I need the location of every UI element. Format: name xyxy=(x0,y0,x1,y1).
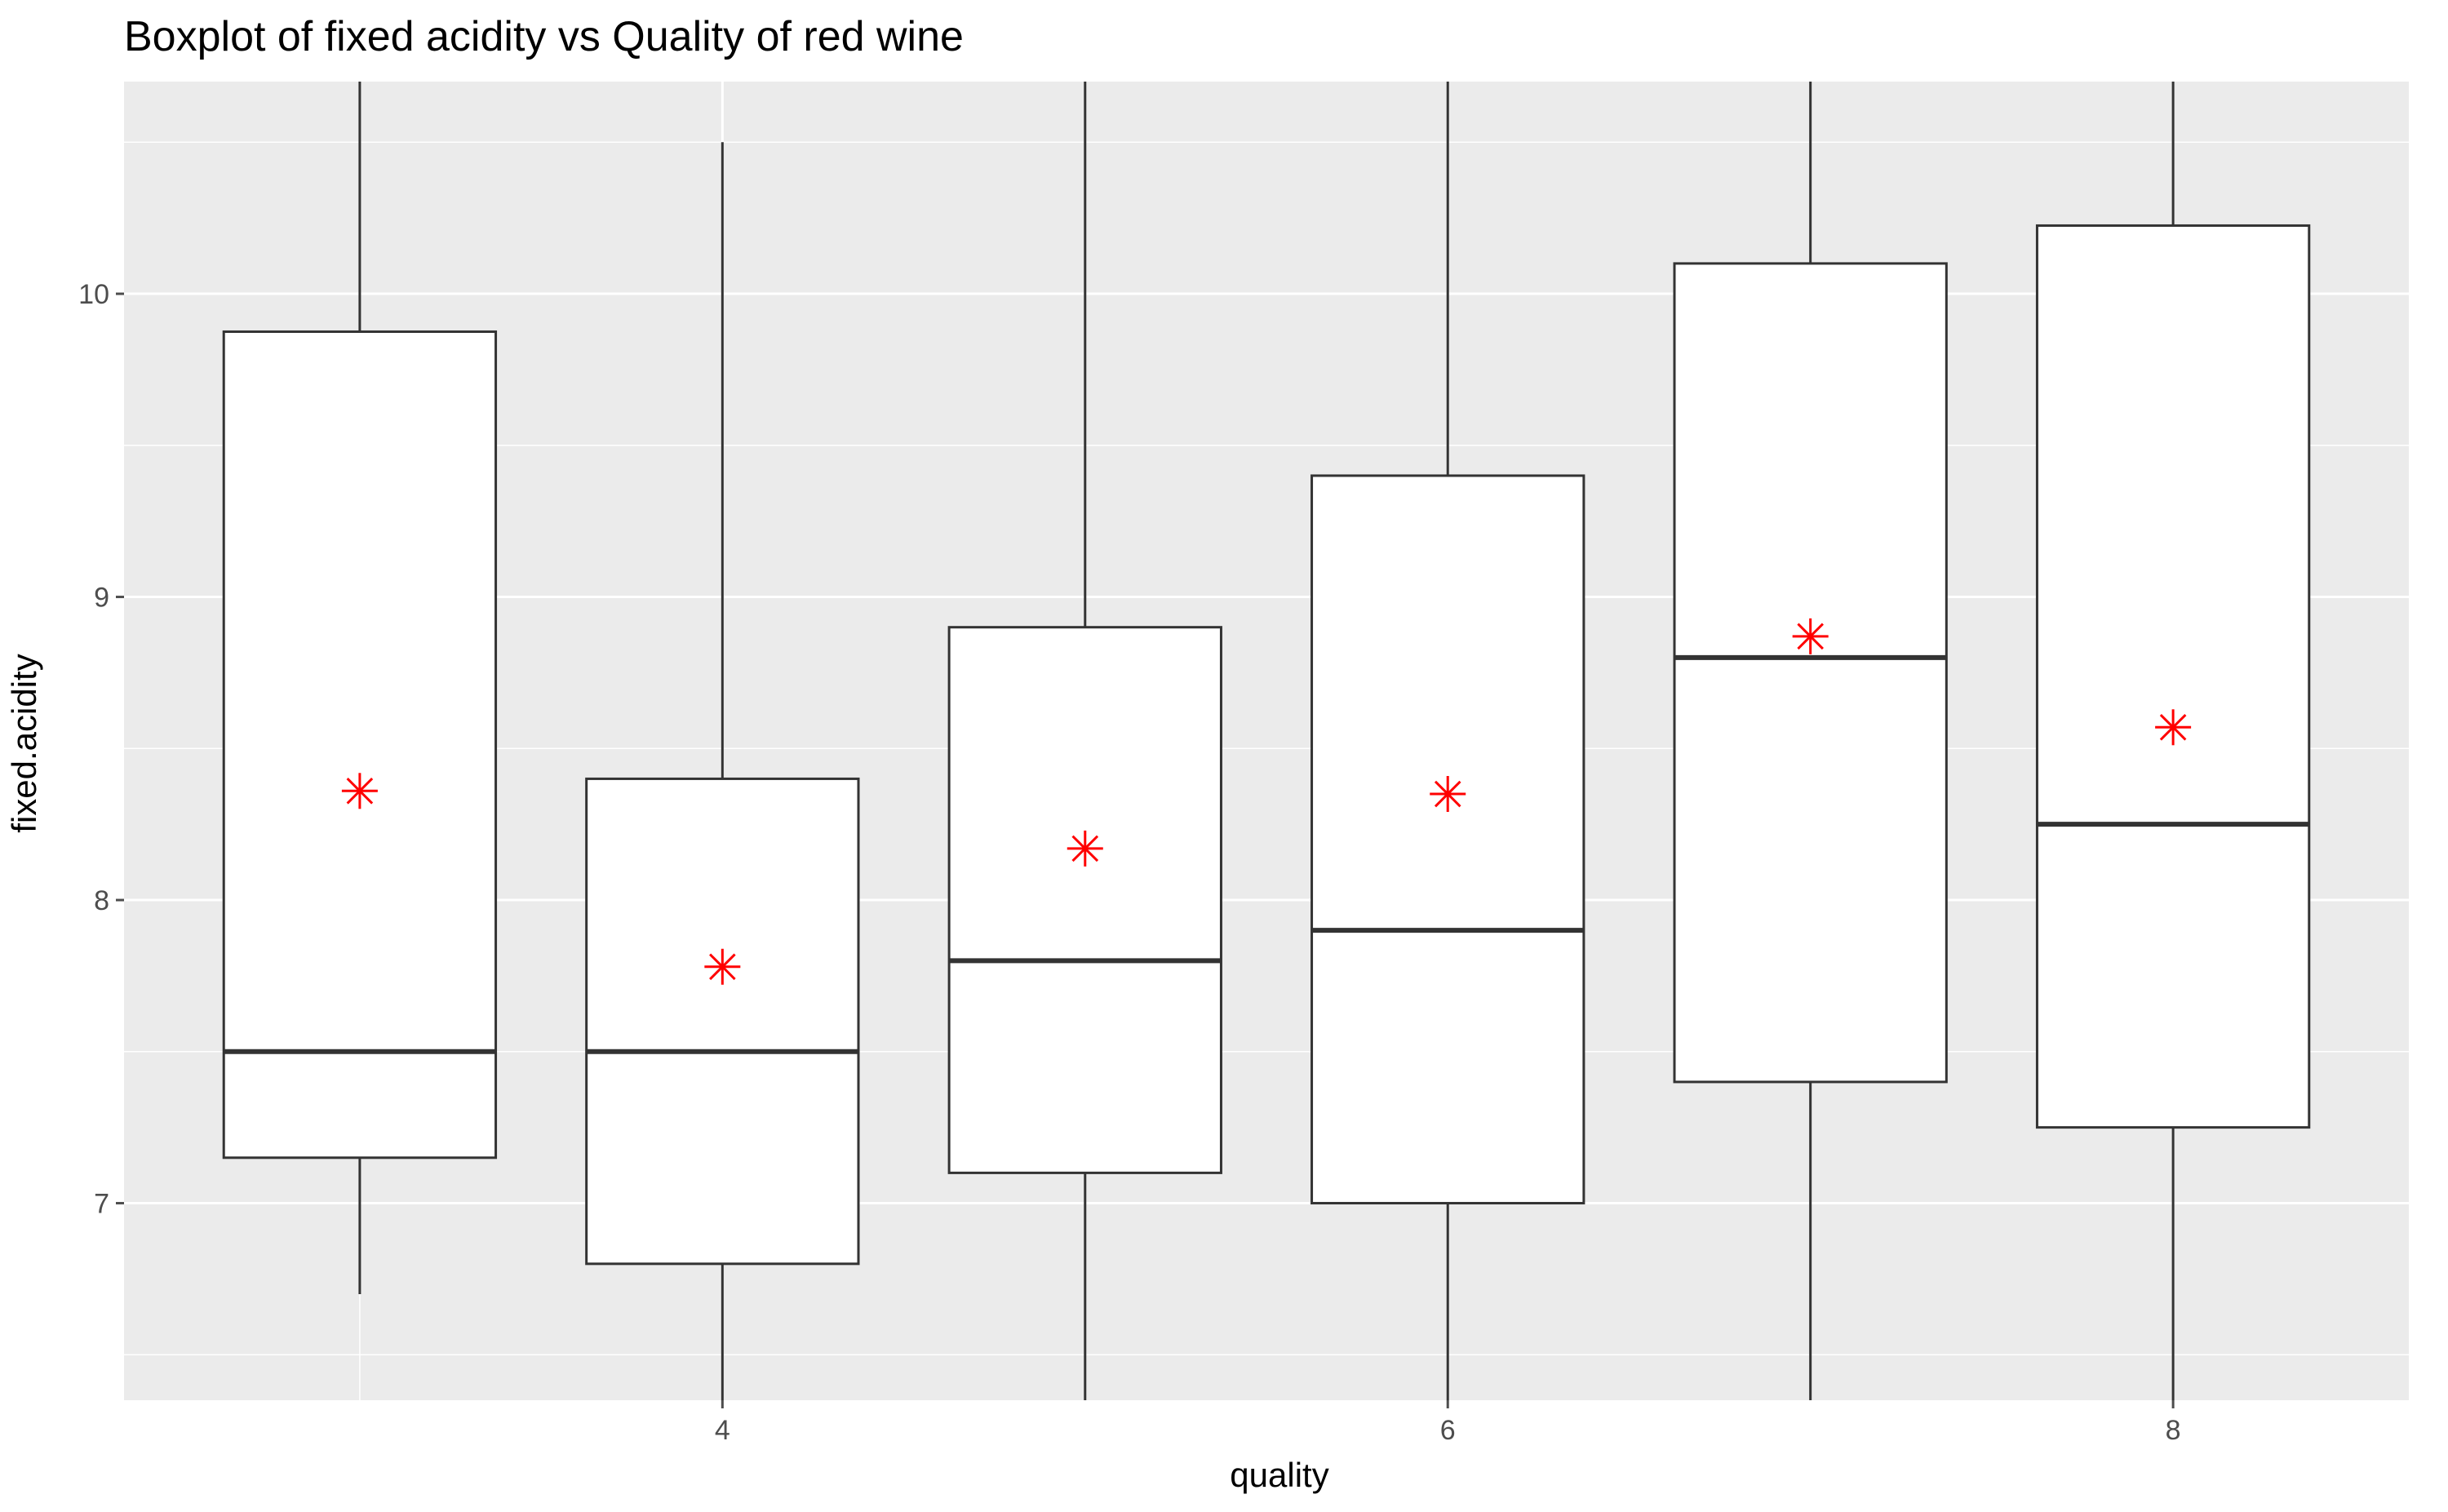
y-axis-title: fixed.acidity xyxy=(5,654,43,832)
box-iqr xyxy=(585,777,860,1266)
box-group-quality-7 xyxy=(1673,82,1948,1400)
y-tick-label: 10 xyxy=(78,279,109,310)
box-iqr xyxy=(1673,262,1948,1084)
y-tick-label: 7 xyxy=(94,1189,109,1220)
x-tick-label: 6 xyxy=(1440,1415,1456,1446)
box-group-quality-8 xyxy=(2035,82,2311,1400)
x-tick-label: 4 xyxy=(715,1415,730,1446)
mean-marker-quality-3 xyxy=(341,773,378,809)
mean-marker-stroke xyxy=(346,777,374,805)
mean-marker-quality-7 xyxy=(1792,618,1829,654)
y-tick-label: 9 xyxy=(94,583,109,614)
mean-marker-stroke xyxy=(1434,780,1461,808)
box-group-quality-6 xyxy=(1310,82,1585,1400)
chart-title: Boxplot of fixed acidity vs Quality of r… xyxy=(124,13,964,60)
box-group-quality-5 xyxy=(947,82,1222,1400)
x-tick-label: 8 xyxy=(2166,1415,2181,1446)
mean-marker-quality-4 xyxy=(704,948,741,985)
box-iqr xyxy=(222,330,498,1159)
y-tick-label: 8 xyxy=(94,885,109,916)
box-group-quality-3 xyxy=(222,82,498,1294)
mean-markers xyxy=(341,618,2192,985)
mean-marker-stroke xyxy=(1797,623,1824,650)
box-series xyxy=(222,82,2311,1400)
plot-panel xyxy=(124,82,2409,1400)
mean-marker-quality-5 xyxy=(1067,830,1103,867)
box-iqr xyxy=(1310,474,1585,1205)
mean-marker-stroke xyxy=(709,953,736,981)
mean-marker-stroke xyxy=(1071,835,1099,862)
mean-marker-quality-8 xyxy=(2155,709,2192,746)
mean-marker-quality-6 xyxy=(1430,776,1466,813)
mean-marker-stroke xyxy=(2159,713,2187,741)
x-axis-title: quality xyxy=(1230,1456,1328,1494)
axes: 7 8 9 10 4 6 8 xyxy=(78,279,2180,1446)
box-group-quality-4 xyxy=(585,142,860,1400)
box-iqr xyxy=(2035,224,2311,1129)
box-iqr xyxy=(947,626,1222,1174)
